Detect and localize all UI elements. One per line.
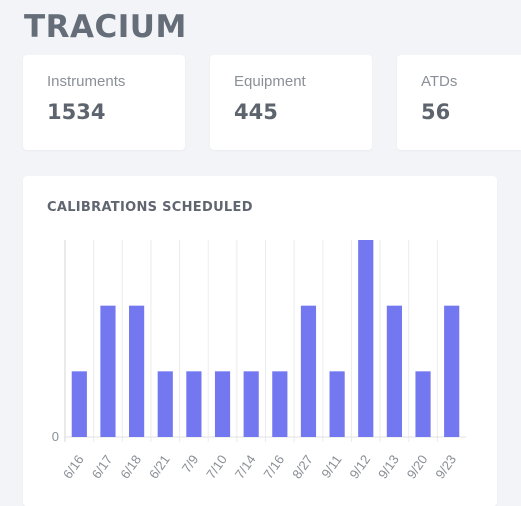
x-tick-label: 6/16 xyxy=(60,452,87,481)
stat-card-atds[interactable]: ATDs 56 xyxy=(397,55,521,150)
chart-bar xyxy=(386,305,402,437)
stat-value: 1534 xyxy=(47,100,106,124)
x-tick-label: 9/12 xyxy=(346,452,373,481)
chart-bar xyxy=(415,371,431,437)
x-tick-label: 7/10 xyxy=(203,452,230,481)
stat-card-instruments[interactable]: Instruments 1534 xyxy=(23,55,185,150)
x-tick-label: 7/9 xyxy=(179,452,202,475)
y-tick-label: 0 xyxy=(52,429,59,444)
chart-bar xyxy=(444,305,460,437)
chart-bar xyxy=(300,305,317,437)
chart-bar xyxy=(71,371,87,437)
stat-label: Equipment xyxy=(234,73,306,90)
chart-bar xyxy=(157,371,173,437)
calibrations-chart-card: CALIBRATIONS SCHEDULED 0 6/16 6/17 6/18 6/21… xyxy=(23,176,497,506)
x-tick-label: 8/27 xyxy=(289,452,316,481)
x-tick-label: 9/23 xyxy=(432,452,459,481)
x-tick-label: 6/21 xyxy=(146,452,173,481)
x-tick-label: 6/18 xyxy=(117,452,144,481)
chart-bar xyxy=(100,305,116,437)
chart-title: CALIBRATIONS SCHEDULED xyxy=(47,200,253,215)
x-tick-label: 7/14 xyxy=(232,452,259,481)
calibrations-bar-chart: 06/16 6/17 6/18 6/21 7/9 7/10 7/14 7/16 8/27 9/11… xyxy=(52,240,466,481)
chart-bar xyxy=(129,305,145,437)
chart-bar xyxy=(186,371,202,437)
stat-label: ATDs xyxy=(421,73,458,90)
x-tick-label: 6/17 xyxy=(89,452,116,481)
chart-bar xyxy=(329,371,345,437)
x-tick-label: 9/20 xyxy=(404,452,431,481)
chart-bar xyxy=(358,240,374,437)
x-tick-label: 7/16 xyxy=(260,452,287,481)
chart-bar xyxy=(243,371,259,437)
stat-card-equipment[interactable]: Equipment 445 xyxy=(210,55,372,150)
app-title: TRACIUM xyxy=(24,9,187,45)
stat-value: 56 xyxy=(421,100,451,124)
stat-value: 445 xyxy=(234,100,278,124)
x-tick-label: 9/11 xyxy=(318,452,344,481)
x-tick-label: 9/13 xyxy=(375,452,402,481)
stat-label: Instruments xyxy=(47,73,126,90)
chart-bar xyxy=(272,371,288,437)
chart-bar xyxy=(214,371,231,437)
